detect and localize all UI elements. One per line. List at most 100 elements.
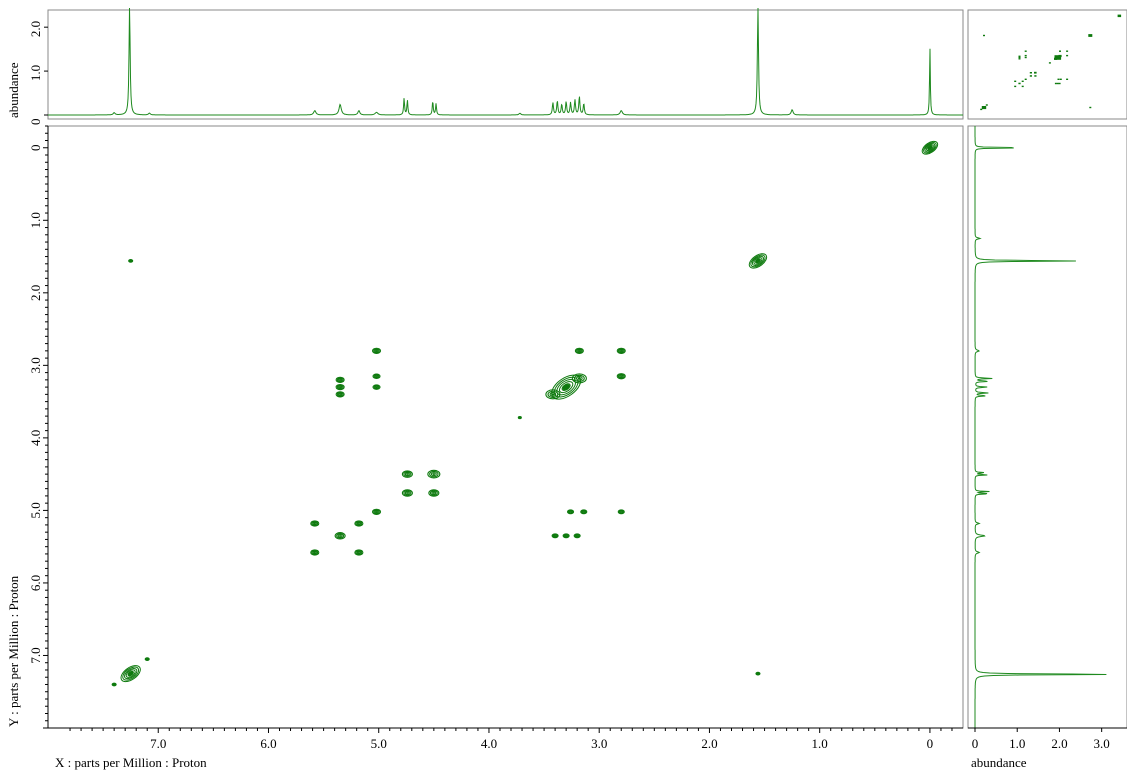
x-tick-label: 3.0 (591, 736, 607, 751)
top-ytick-label: 1.0 (28, 65, 43, 81)
cross-peak (581, 510, 587, 514)
cross-peak (747, 251, 769, 271)
overview-peak (1066, 51, 1068, 52)
cross-peak (335, 533, 345, 539)
cross-peak (373, 348, 381, 353)
overview-peak (1034, 75, 1036, 77)
overview-peak (986, 104, 988, 105)
x-tick-label: 4.0 (481, 736, 497, 751)
overview-peak (1059, 55, 1062, 57)
overview-peak (1019, 57, 1021, 58)
cross-peak (402, 471, 412, 477)
overview-peak (983, 35, 985, 36)
overview-peak (1054, 58, 1057, 60)
right-projection-frame (968, 126, 1127, 728)
cross-peak (574, 534, 580, 538)
overview-peak (1088, 34, 1092, 37)
cross-peak (617, 348, 625, 353)
top-ytick-label: 0 (28, 119, 43, 126)
cross-peak (546, 390, 560, 399)
y-tick-label: 5.0 (28, 502, 43, 518)
right-xtick-label: 2.0 (1051, 736, 1067, 751)
cross-peak (563, 534, 569, 538)
cross-peak (336, 392, 344, 397)
overview-peak (1019, 56, 1021, 57)
x-tick-label: 1.0 (812, 736, 828, 751)
cross-peak (756, 672, 760, 675)
cross-peak (311, 550, 319, 555)
overview-peak (1025, 51, 1027, 52)
x-tick-label: 7.0 (150, 736, 166, 751)
cross-peak (575, 348, 583, 353)
cross-peak (112, 683, 116, 686)
top-projection (48, 8, 963, 115)
overview-peak (1066, 55, 1068, 56)
overview-peak (1025, 55, 1027, 56)
right-xtick-label: 0 (972, 736, 979, 751)
overview-peak (1014, 86, 1016, 87)
overview-peak (1089, 107, 1091, 108)
x-axis-label: X : parts per Million : Proton (55, 755, 207, 770)
overview-peak (1025, 79, 1027, 80)
y-tick-label: 3.0 (28, 357, 43, 373)
right-xtick-label: 3.0 (1094, 736, 1110, 751)
contour-peaks (112, 139, 940, 686)
overview-peak (1060, 79, 1062, 80)
cross-peak (429, 490, 439, 496)
overview-peak (1118, 15, 1122, 18)
overview-peak (1066, 79, 1068, 80)
right-projection-trace (975, 126, 1106, 728)
y-tick-label: 0 (28, 145, 43, 152)
cross-peak (568, 510, 574, 514)
cross-peak (428, 470, 440, 478)
y-tick-label: 2.0 (28, 285, 43, 301)
overview-peak (1014, 81, 1016, 82)
overview-peak (1059, 83, 1061, 84)
overview-peak (1019, 58, 1021, 59)
main-plot-frame (48, 126, 963, 728)
cross-peak (129, 260, 133, 263)
x-tick-label: 5.0 (371, 736, 387, 751)
y-tick-label: 4.0 (28, 430, 43, 446)
overview-peak (1030, 72, 1032, 74)
x-tick-label: 2.0 (701, 736, 717, 751)
cross-peak (402, 490, 412, 496)
overview-peak (1018, 83, 1020, 85)
overview-peak (1057, 83, 1059, 84)
cross-peak (552, 534, 558, 538)
cross-peak (572, 374, 586, 383)
overview-peak (1034, 72, 1037, 74)
cross-peak (518, 417, 521, 419)
overview-thumbnail (980, 15, 1121, 111)
overview-peak (1030, 75, 1032, 77)
x-tick-label: 0 (927, 736, 934, 751)
y-tick-label: 7.0 (28, 647, 43, 663)
overview-peak (1055, 83, 1057, 84)
overview-peak (1059, 51, 1061, 52)
overview-peak (1022, 81, 1024, 82)
cross-peak (118, 662, 143, 684)
y-axis-label: Y : parts per Million : Proton (6, 575, 21, 727)
overview-frame (968, 10, 1127, 119)
overview-peak (1058, 79, 1060, 80)
top-ytick-label: 2.0 (28, 21, 43, 37)
cross-peak (920, 139, 940, 157)
overview-peak (980, 109, 982, 110)
cross-peak (373, 385, 380, 389)
cross-peak (617, 374, 625, 379)
overview-peak (1022, 86, 1024, 87)
cross-peak (373, 374, 380, 378)
top-projection-trace (48, 8, 963, 115)
cross-peak (145, 658, 149, 661)
cross-peak (336, 377, 344, 382)
cross-peak (355, 550, 363, 555)
cross-peak (618, 510, 624, 514)
top-projection-ylabel: abundance (6, 62, 21, 118)
right-xtick-label: 1.0 (1009, 736, 1025, 751)
top-projection-frame (48, 10, 963, 119)
cross-peak (373, 509, 381, 514)
overview-peak (982, 106, 986, 109)
